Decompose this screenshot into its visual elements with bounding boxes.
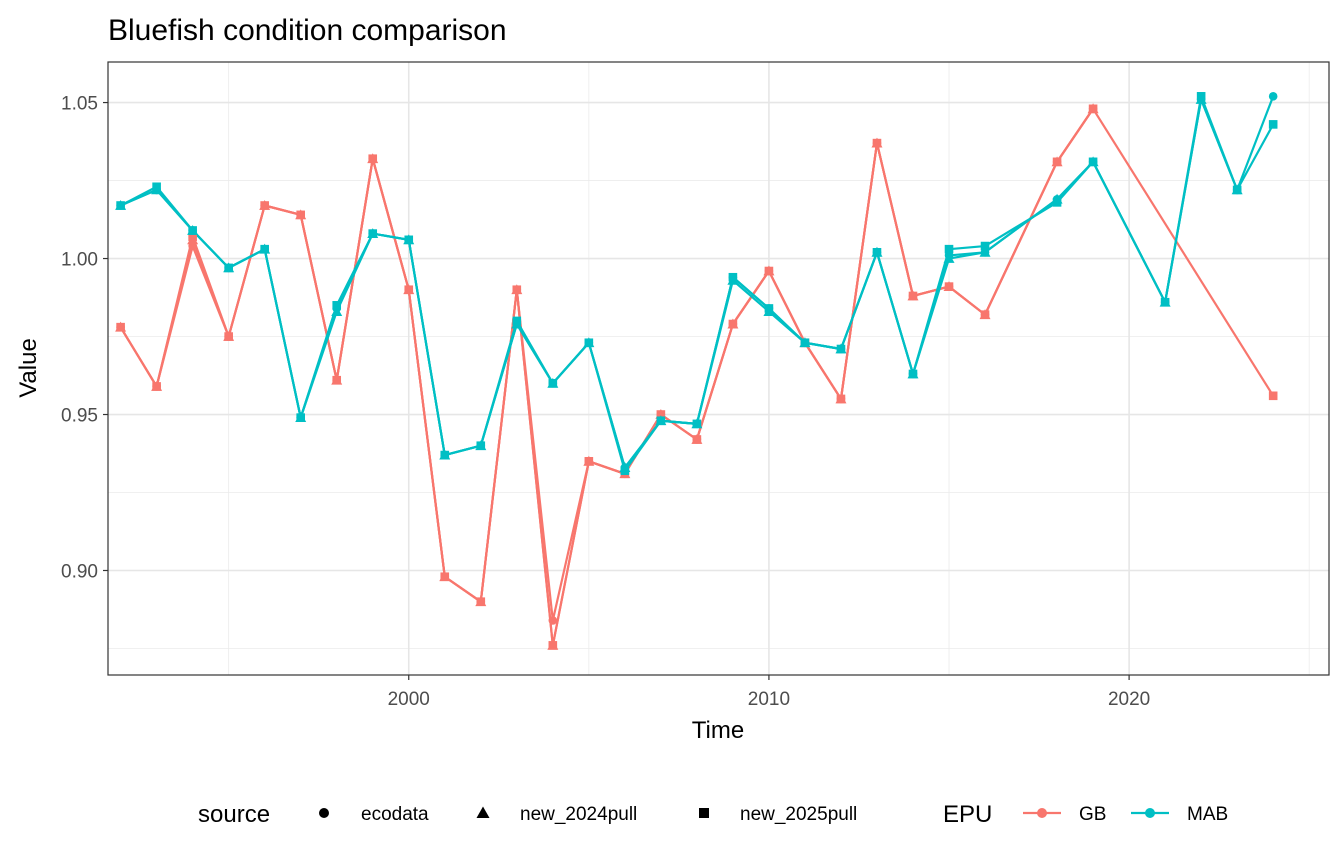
- data-point-mab-ecodata: [1268, 92, 1278, 101]
- grid-major: [108, 62, 1329, 675]
- series-points: [115, 92, 1278, 650]
- data-point-mab-new-2025pull: [296, 413, 305, 422]
- data-point-mab-new-2025pull: [440, 450, 450, 460]
- y-axis-title: Value: [15, 338, 42, 398]
- data-point-mab-new-2025pull: [836, 344, 846, 354]
- data-point-mab-new-2025pull: [512, 316, 522, 326]
- data-point-mab-new-2025pull: [656, 416, 666, 426]
- data-point-gb-new-2025pull: [260, 201, 269, 210]
- data-point-gb-new-2025pull: [836, 394, 846, 404]
- x-axis-title: Time: [692, 717, 744, 744]
- data-point-mab-new-2025pull: [1232, 185, 1242, 195]
- data-point-mab-new-2025pull: [116, 201, 125, 210]
- data-point-mab-new-2025pull: [944, 244, 954, 254]
- legend-label-new-2024pull: new_2024pull: [520, 804, 637, 825]
- data-point-gb-new-2025pull: [1088, 104, 1098, 114]
- x-tick-label: 2000: [388, 689, 430, 710]
- legend-item-new-2025pull: new_2025pull: [699, 804, 857, 825]
- legend-triangle-icon: [476, 806, 490, 818]
- legend-mab-point-icon: [1145, 808, 1155, 818]
- data-point-mab-new-2025pull: [1268, 120, 1278, 129]
- data-point-mab-new-2025pull: [1052, 198, 1062, 207]
- data-point-gb-new-2025pull: [1052, 157, 1062, 167]
- x-tick-label: 2010: [748, 689, 790, 710]
- data-point-mab-new-2025pull: [800, 338, 810, 348]
- data-point-mab-new-2025pull: [260, 244, 269, 254]
- legend-circle-icon: [319, 808, 329, 818]
- data-point-gb-new-2025pull: [116, 322, 125, 332]
- legend-label-new-2025pull: new_2025pull: [740, 804, 857, 825]
- y-tick-label: 0.90: [61, 561, 98, 582]
- data-point-gb-new-2025pull: [656, 410, 666, 419]
- y-axis: 0.90 0.95 1.00 1.05: [61, 94, 108, 582]
- grid-minor: [108, 62, 1329, 675]
- data-point-mab-new-2024pull: [979, 246, 991, 257]
- data-point-gb-new-2025pull: [440, 572, 450, 582]
- data-point-mab-new-2025pull: [764, 304, 774, 313]
- data-point-mab-new-2025pull: [476, 441, 486, 451]
- data-point-gb-new-2025pull: [188, 232, 197, 241]
- legend-label-mab: MAB: [1187, 804, 1228, 825]
- legend-gb-point-icon: [1037, 808, 1047, 818]
- data-point-mab-new-2025pull: [224, 263, 233, 273]
- legend-square-icon: [699, 808, 709, 818]
- data-point-mab-new-2025pull: [1196, 92, 1206, 101]
- data-point-gb-new-2025pull: [224, 332, 233, 341]
- data-point-gb-ecodata: [548, 616, 558, 625]
- legend-item-new-2024pull: new_2024pull: [476, 804, 637, 825]
- data-point-gb-new-2025pull: [728, 319, 738, 329]
- data-point-gb-new-2025pull: [296, 210, 305, 220]
- data-point-mab-new-2025pull: [368, 229, 378, 238]
- data-point-gb-new-2025pull: [332, 375, 342, 385]
- data-point-mab-new-2025pull: [980, 241, 990, 251]
- y-tick-label: 1.00: [61, 250, 98, 271]
- legend-source-title: source: [198, 801, 270, 828]
- data-point-gb-new-2025pull: [980, 310, 990, 319]
- data-point-gb-new-2025pull: [944, 282, 954, 291]
- data-point-mab-new-2025pull: [1160, 297, 1170, 307]
- data-point-mab-new-2025pull: [548, 379, 558, 388]
- data-point-mab-new-2025pull: [620, 466, 630, 475]
- data-point-gb-new-2025pull: [584, 457, 594, 466]
- legend-label-ecodata: ecodata: [361, 804, 429, 825]
- data-point-mab-new-2024pull: [331, 306, 343, 316]
- data-point-gb-new-2025pull: [1268, 391, 1278, 401]
- data-point-gb-new-2025pull: [872, 138, 882, 148]
- data-point-gb-new-2025pull: [476, 597, 486, 606]
- legend-item-mab: MAB: [1131, 804, 1228, 825]
- data-point-gb-new-2025pull: [908, 291, 918, 301]
- plot-area: [107, 61, 1330, 676]
- series-line-gb-new-2025pull: [119, 107, 1275, 647]
- data-point-mab-new-2025pull: [872, 247, 882, 257]
- y-tick-label: 0.95: [61, 406, 98, 427]
- data-point-gb-new-2025pull: [152, 382, 161, 391]
- data-point-gb-new-2025pull: [512, 285, 522, 295]
- data-point-mab-new-2024pull: [943, 253, 955, 263]
- chart-title: Bluefish condition comparison: [108, 14, 507, 47]
- y-tick-label: 1.05: [61, 94, 98, 115]
- data-point-mab-new-2025pull: [188, 226, 197, 235]
- data-point-mab-new-2025pull: [332, 301, 342, 310]
- legend-item-ecodata: ecodata: [319, 804, 429, 825]
- data-point-gb-new-2025pull: [404, 285, 414, 295]
- data-point-gb-new-2025pull: [548, 641, 558, 650]
- legend-item-gb: GB: [1023, 804, 1106, 825]
- data-point-mab-new-2025pull: [1088, 157, 1098, 167]
- x-tick-label: 2020: [1108, 689, 1150, 710]
- plot-border: [107, 61, 1330, 676]
- data-point-gb-new-2025pull: [764, 266, 774, 276]
- data-point-mab-new-2025pull: [584, 338, 594, 348]
- data-point-mab-new-2025pull: [692, 419, 702, 429]
- data-point-mab-new-2025pull: [152, 182, 161, 192]
- legend-label-gb: GB: [1079, 804, 1106, 825]
- legend: source ecodata new_2024pull new_2025pull…: [198, 801, 1228, 828]
- data-point-gb-new-2025pull: [368, 154, 378, 164]
- data-point-mab-new-2025pull: [404, 235, 414, 245]
- data-point-mab-new-2025pull: [728, 272, 738, 282]
- legend-epu-title: EPU: [943, 801, 992, 828]
- x-axis: 2000 2010 2020: [388, 675, 1150, 710]
- data-point-gb-new-2025pull: [692, 435, 702, 444]
- data-point-mab-new-2025pull: [908, 369, 918, 379]
